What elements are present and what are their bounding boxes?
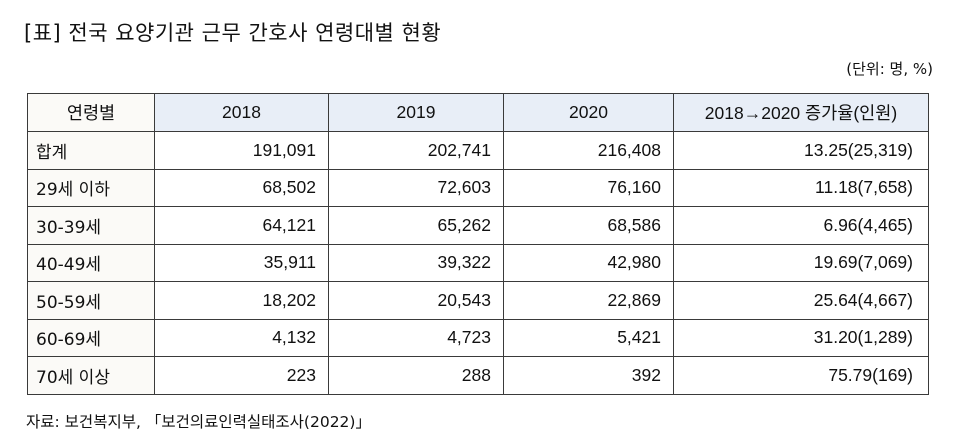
header-2018: 2018 <box>154 93 329 132</box>
row-label: 60-69세 <box>27 318 155 357</box>
cell-2019: 65,262 <box>328 206 504 245</box>
cell-2020: 76,160 <box>503 168 674 207</box>
cell-2019: 20,543 <box>328 281 504 320</box>
table-row: 29세 이하 68,502 72,603 76,160 11.18(7,658) <box>27 168 929 207</box>
cell-change: 31.20(1,289) <box>673 318 929 357</box>
cell-2018: 68,502 <box>154 168 329 207</box>
cell-2018: 223 <box>154 356 329 395</box>
cell-2020: 392 <box>503 356 674 395</box>
cell-2019: 72,603 <box>328 168 504 207</box>
header-row: 연령별 2018 2019 2020 2018→2020 증가율(인원) <box>27 93 929 132</box>
table-title: [표] 전국 요양기관 근무 간호사 연령대별 현황 <box>24 21 442 45</box>
row-label: 30-39세 <box>27 206 155 245</box>
cell-2020: 22,869 <box>503 281 674 320</box>
unit-note: (단위: 명, %) <box>846 60 933 78</box>
cell-2018: 191,091 <box>154 131 329 170</box>
cell-2019: 39,322 <box>328 243 504 282</box>
cell-2019: 288 <box>328 356 504 395</box>
table-row: 50-59세 18,202 20,543 22,869 25.64(4,667) <box>27 281 929 320</box>
row-label: 40-49세 <box>27 243 155 282</box>
row-label: 50-59세 <box>27 281 155 320</box>
source-note: 자료: 보건복지부, 「보건의료인력실태조사(2022)」 <box>26 413 371 431</box>
cell-2019: 4,723 <box>328 318 504 357</box>
table-row: 30-39세 64,121 65,262 68,586 6.96(4,465) <box>27 206 929 245</box>
table-row: 60-69세 4,132 4,723 5,421 31.20(1,289) <box>27 318 929 357</box>
cell-change: 75.79(169) <box>673 356 929 395</box>
cell-2020: 216,408 <box>503 131 674 170</box>
cell-2020: 5,421 <box>503 318 674 357</box>
cell-change: 11.18(7,658) <box>673 168 929 207</box>
table-row: 40-49세 35,911 39,322 42,980 19.69(7,069) <box>27 243 929 282</box>
header-2020: 2020 <box>503 93 674 132</box>
cell-2018: 64,121 <box>154 206 329 245</box>
nurse-age-table: 연령별 2018 2019 2020 2018→2020 증가율(인원) 합계 … <box>27 93 929 395</box>
table-row: 70세 이상 223 288 392 75.79(169) <box>27 356 929 395</box>
cell-2018: 35,911 <box>154 243 329 282</box>
cell-change: 13.25(25,319) <box>673 131 929 170</box>
row-label: 합계 <box>27 131 155 170</box>
cell-change: 6.96(4,465) <box>673 206 929 245</box>
cell-change: 25.64(4,667) <box>673 281 929 320</box>
header-2019: 2019 <box>328 93 504 132</box>
cell-2018: 4,132 <box>154 318 329 357</box>
table-row: 합계 191,091 202,741 216,408 13.25(25,319) <box>27 131 929 170</box>
row-label: 70세 이상 <box>27 356 155 395</box>
cell-2020: 42,980 <box>503 243 674 282</box>
cell-2018: 18,202 <box>154 281 329 320</box>
cell-2019: 202,741 <box>328 131 504 170</box>
header-age-group: 연령별 <box>27 93 155 132</box>
header-change-rate: 2018→2020 증가율(인원) <box>673 93 929 132</box>
cell-2020: 68,586 <box>503 206 674 245</box>
cell-change: 19.69(7,069) <box>673 243 929 282</box>
row-label: 29세 이하 <box>27 168 155 207</box>
